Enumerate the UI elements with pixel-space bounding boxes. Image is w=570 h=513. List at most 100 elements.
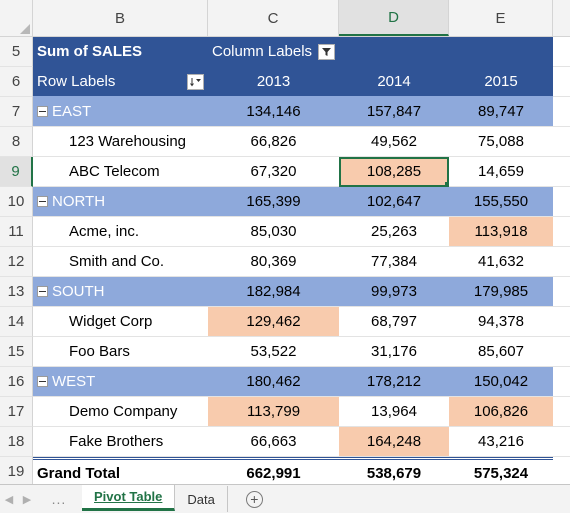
value-cell[interactable]: 134,146 [208, 97, 339, 127]
row-number[interactable]: 18 [0, 427, 33, 457]
year-header[interactable]: 2015 [449, 67, 553, 97]
row-number[interactable]: 11 [0, 217, 33, 247]
row-number[interactable]: 10 [0, 187, 33, 217]
value-cell[interactable]: 99,973 [339, 277, 449, 307]
more-sheets-icon[interactable]: ... [51, 491, 67, 507]
cell-f[interactable] [553, 157, 570, 187]
total-value-cell[interactable]: 538,679 [339, 457, 449, 487]
item-name-cell[interactable]: Demo Company [33, 397, 208, 427]
value-cell[interactable]: 178,212 [339, 367, 449, 397]
collapse-icon[interactable] [37, 376, 48, 387]
column-header-e[interactable]: E [449, 0, 553, 36]
collapse-icon[interactable] [37, 106, 48, 117]
column-header-b[interactable]: B [33, 0, 208, 36]
selected-value-cell[interactable]: 108,285 [339, 157, 449, 187]
value-cell[interactable]: 113,918 [449, 217, 553, 247]
row-number[interactable]: 14 [0, 307, 33, 337]
value-cell[interactable]: 106,826 [449, 397, 553, 427]
value-cell[interactable]: 150,042 [449, 367, 553, 397]
value-cell[interactable]: 94,378 [449, 307, 553, 337]
tab-data[interactable]: Data [175, 486, 228, 512]
prev-sheet-icon[interactable]: ◀ [4, 493, 14, 506]
value-cell[interactable]: 77,384 [339, 247, 449, 277]
value-cell[interactable]: 129,462 [208, 307, 339, 337]
value-cell[interactable]: 53,522 [208, 337, 339, 367]
collapse-icon[interactable] [37, 286, 48, 297]
group-label-cell[interactable]: NORTH [33, 187, 208, 217]
cell-f[interactable] [553, 457, 570, 487]
cell-d5[interactable] [339, 37, 449, 67]
value-cell[interactable]: 89,747 [449, 97, 553, 127]
grand-total-label[interactable]: Grand Total [33, 457, 208, 487]
value-cell[interactable]: 85,030 [208, 217, 339, 247]
cell-f[interactable] [553, 217, 570, 247]
filter-dropdown-icon[interactable] [318, 43, 336, 60]
column-header-d[interactable]: D [339, 0, 449, 36]
row-number[interactable]: 12 [0, 247, 33, 277]
total-value-cell[interactable]: 662,991 [208, 457, 339, 487]
year-header[interactable]: 2013 [208, 67, 339, 97]
cell-f[interactable] [553, 187, 570, 217]
value-cell[interactable]: 67,320 [208, 157, 339, 187]
row-number[interactable]: 15 [0, 337, 33, 367]
item-name-cell[interactable]: Foo Bars [33, 337, 208, 367]
cell-f[interactable] [553, 97, 570, 127]
value-cell[interactable]: 179,985 [449, 277, 553, 307]
add-sheet-icon[interactable]: + [245, 490, 263, 508]
column-labels-cell[interactable]: Column Labels [208, 37, 339, 67]
value-cell[interactable]: 66,826 [208, 127, 339, 157]
value-cell[interactable]: 155,550 [449, 187, 553, 217]
value-cell[interactable]: 182,984 [208, 277, 339, 307]
value-cell[interactable]: 113,799 [208, 397, 339, 427]
cell-f6[interactable] [553, 67, 570, 97]
row-number[interactable]: 7 [0, 97, 33, 127]
row-number[interactable]: 5 [0, 37, 33, 67]
row-number[interactable]: 17 [0, 397, 33, 427]
column-header-f[interactable] [553, 0, 570, 36]
row-labels-cell[interactable]: Row Labels [33, 67, 208, 97]
select-all-corner[interactable] [0, 0, 33, 36]
value-cell[interactable]: 25,263 [339, 217, 449, 247]
group-label-cell[interactable]: SOUTH [33, 277, 208, 307]
cell-e5[interactable] [449, 37, 553, 67]
year-header[interactable]: 2014 [339, 67, 449, 97]
sort-dropdown-icon[interactable] [187, 73, 204, 90]
cell-f5[interactable] [553, 37, 570, 67]
value-cell[interactable]: 157,847 [339, 97, 449, 127]
cell-f[interactable] [553, 427, 570, 457]
row-number[interactable]: 6 [0, 67, 33, 97]
sum-of-sales-label[interactable]: Sum of SALES [33, 37, 208, 67]
column-header-c[interactable]: C [208, 0, 339, 36]
row-number[interactable]: 16 [0, 367, 33, 397]
cell-f[interactable] [553, 397, 570, 427]
value-cell[interactable]: 66,663 [208, 427, 339, 457]
cell-f[interactable] [553, 337, 570, 367]
row-number[interactable]: 8 [0, 127, 33, 157]
row-number[interactable]: 9 [0, 157, 33, 187]
row-number[interactable]: 13 [0, 277, 33, 307]
value-cell[interactable]: 80,369 [208, 247, 339, 277]
value-cell[interactable]: 13,964 [339, 397, 449, 427]
group-label-cell[interactable]: EAST [33, 97, 208, 127]
item-name-cell[interactable]: Widget Corp [33, 307, 208, 337]
cell-f[interactable] [553, 367, 570, 397]
value-cell[interactable]: 43,216 [449, 427, 553, 457]
next-sheet-icon[interactable]: ▶ [22, 493, 32, 506]
cell-f[interactable] [553, 127, 570, 157]
value-cell[interactable]: 164,248 [339, 427, 449, 457]
value-cell[interactable]: 165,399 [208, 187, 339, 217]
value-cell[interactable]: 49,562 [339, 127, 449, 157]
value-cell[interactable]: 41,632 [449, 247, 553, 277]
value-cell[interactable]: 180,462 [208, 367, 339, 397]
item-name-cell[interactable]: ABC Telecom [33, 157, 208, 187]
row-number[interactable]: 19 [0, 457, 33, 487]
cell-f[interactable] [553, 277, 570, 307]
value-cell[interactable]: 31,176 [339, 337, 449, 367]
tab-pivot-table[interactable]: Pivot Table [82, 485, 176, 511]
value-cell[interactable]: 75,088 [449, 127, 553, 157]
item-name-cell[interactable]: Smith and Co. [33, 247, 208, 277]
value-cell[interactable]: 102,647 [339, 187, 449, 217]
value-cell[interactable]: 14,659 [449, 157, 553, 187]
item-name-cell[interactable]: Acme, inc. [33, 217, 208, 247]
value-cell[interactable]: 68,797 [339, 307, 449, 337]
